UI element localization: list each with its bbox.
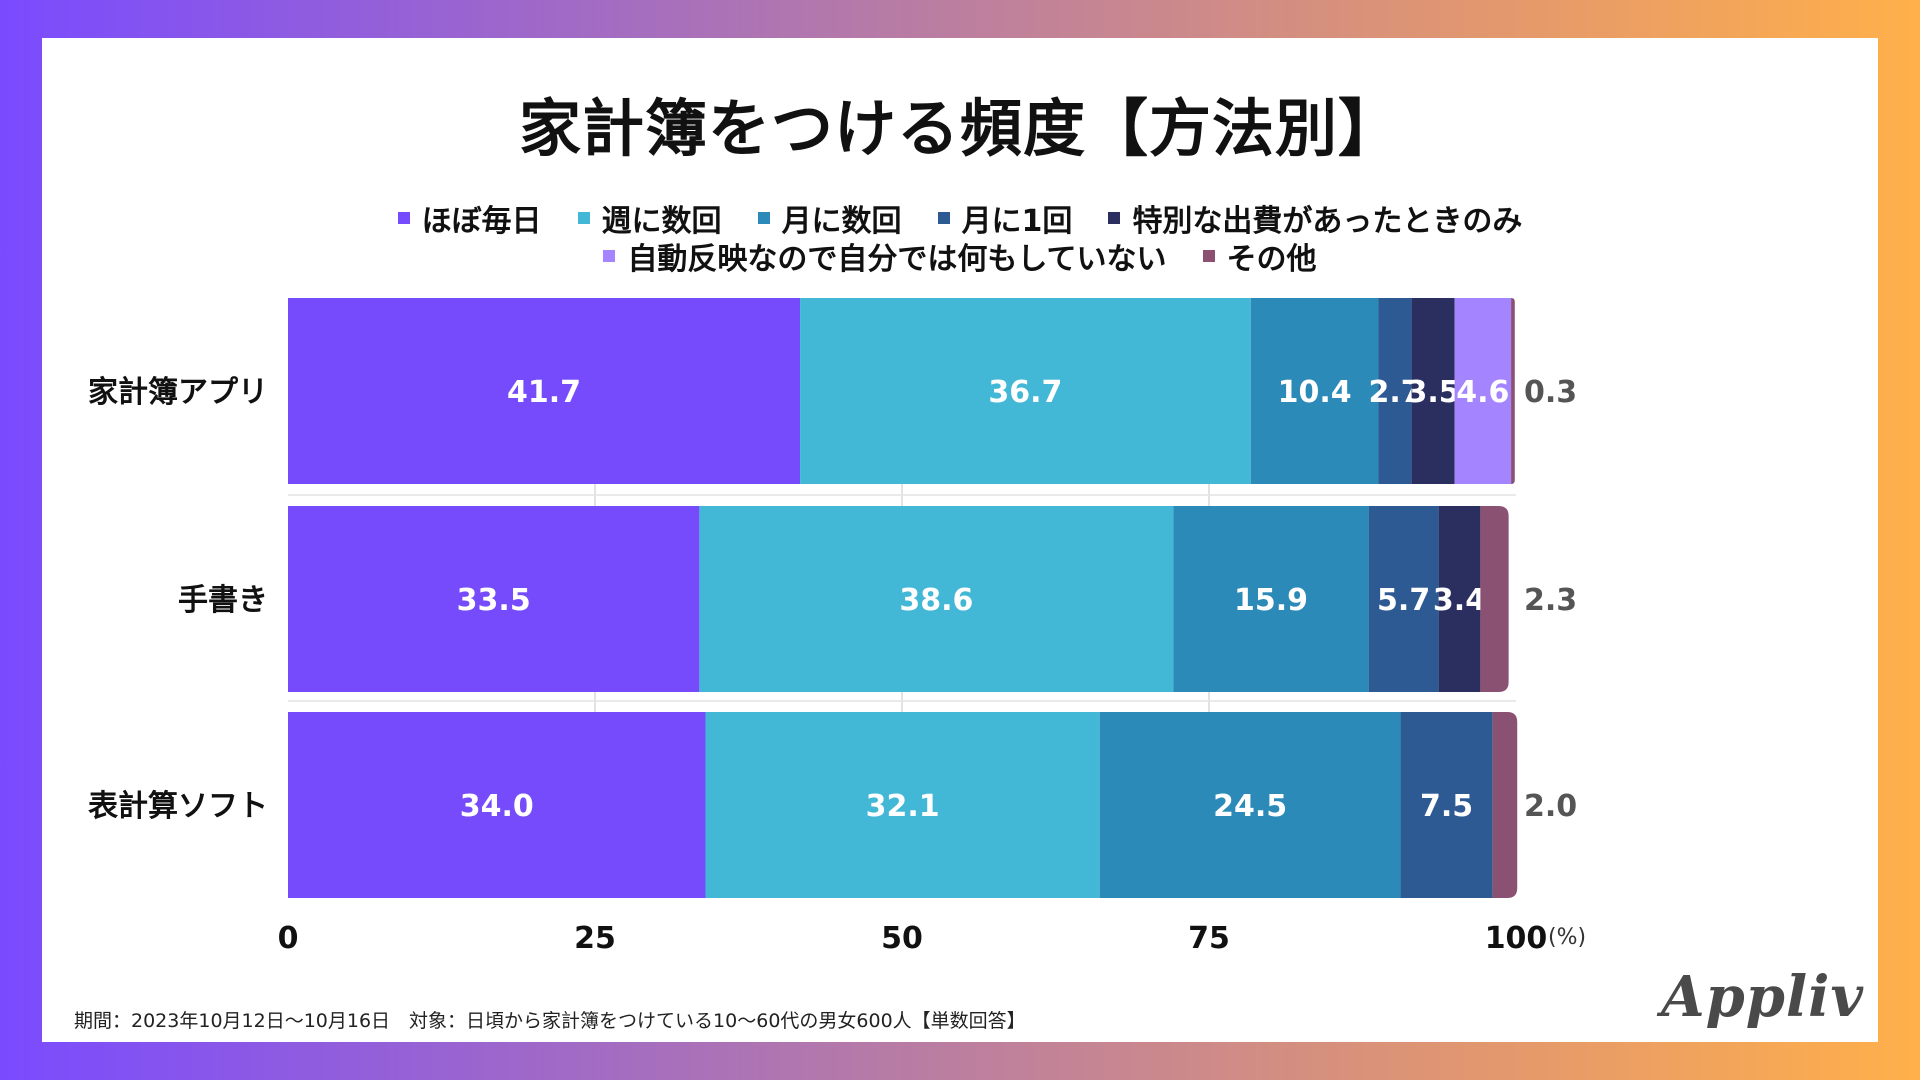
legend-swatch	[1202, 250, 1215, 262]
data-label: 32.1	[866, 789, 940, 824]
data-label: 36.7	[988, 375, 1062, 410]
bar-segment	[1378, 298, 1412, 484]
bar-segment	[1411, 298, 1455, 484]
data-label: 5.7	[1377, 583, 1430, 618]
bar-segment	[800, 298, 1251, 484]
bar-segment	[1438, 506, 1481, 692]
legend-item: その他	[1202, 234, 1317, 278]
legend-swatch	[757, 212, 770, 224]
x-unit-label: (%)	[1548, 925, 1586, 950]
chart-title: 家計簿をつける頻度【方法別】	[518, 92, 1401, 165]
bar-segment	[699, 506, 1174, 692]
legend-label: 自動反映なので自分では何もしていない	[627, 242, 1167, 277]
outside-data-label: 2.3	[1524, 583, 1577, 618]
legend-item: ほぼ毎日	[397, 196, 542, 240]
legend-label: 特別な出費があったときのみ	[1132, 204, 1523, 239]
x-tick-label: 75	[1188, 921, 1230, 956]
x-tick-label: 25	[574, 921, 616, 956]
legend-label: 週に数回	[601, 204, 722, 239]
legend-swatch	[397, 212, 410, 224]
legend-label: その他	[1226, 242, 1317, 277]
legend-swatch	[603, 250, 616, 262]
bar-segment	[1250, 298, 1379, 484]
category-label: 手書き	[178, 583, 268, 618]
legend-label: 月に1回	[961, 204, 1073, 239]
legend-row-1: ほぼ毎日 週に数回 月に数回 月に1回 特別な出費があったときのみ	[42, 196, 1878, 240]
data-label: 34.0	[460, 789, 534, 824]
bar-segment	[288, 712, 706, 898]
bar-segment	[1511, 298, 1515, 484]
legend-swatch	[1108, 212, 1121, 224]
data-label: 3.5	[1407, 375, 1460, 410]
data-label: 41.7	[507, 375, 581, 410]
legend-row-2: 自動反映なので自分では何もしていない その他	[42, 234, 1878, 278]
legend-item: 週に数回	[577, 196, 722, 240]
legend-item: 自動反映なので自分では何もしていない	[603, 234, 1167, 278]
legend-swatch	[937, 212, 950, 224]
bar-segment	[1173, 506, 1369, 692]
footnote: 期間：2023年10月12日〜10月16日 対象：日頃から家計簿をつけている10…	[74, 1010, 1026, 1032]
data-label: 3.4	[1433, 583, 1486, 618]
bar-segment	[288, 298, 801, 484]
legend-item: 月に数回	[757, 196, 902, 240]
category-label: 家計簿アプリ	[88, 375, 268, 410]
outside-data-label: 2.0	[1524, 789, 1577, 824]
x-tick-label: 0	[278, 921, 299, 956]
bar-segment	[1400, 712, 1493, 898]
legend-label: 月に数回	[781, 204, 902, 239]
bar-segment	[1368, 506, 1439, 692]
data-label: 15.9	[1234, 583, 1308, 618]
data-label: 33.5	[457, 583, 531, 618]
data-label: 4.6	[1456, 375, 1509, 410]
data-label: 7.5	[1420, 789, 1473, 824]
legend-item: 特別な出費があったときのみ	[1108, 196, 1522, 240]
x-tick-label: 50	[881, 921, 923, 956]
legend-label: ほぼ毎日	[421, 204, 542, 239]
bar-segment	[1454, 298, 1512, 484]
data-label: 10.4	[1278, 375, 1352, 410]
bar-segment	[1099, 712, 1401, 898]
bar-segment	[705, 712, 1100, 898]
bar-segment	[1480, 506, 1509, 692]
category-label: 表計算ソフト	[88, 789, 268, 824]
data-label: 38.6	[899, 583, 973, 618]
outside-data-label: 0.3	[1524, 375, 1577, 410]
bar-segment	[288, 506, 700, 692]
legend-item: 月に1回	[937, 196, 1073, 240]
legend-swatch	[577, 212, 590, 224]
chart-card: 家計簿をつける頻度【方法別】 ほぼ毎日 週に数回 月に数回 月に1回 特別な出費があった…	[42, 38, 1878, 1042]
data-label: 24.5	[1213, 789, 1287, 824]
bar-segment	[1492, 712, 1518, 898]
x-tick-label: 100	[1485, 921, 1548, 956]
applive-logo: Appliv	[1661, 964, 1864, 1030]
